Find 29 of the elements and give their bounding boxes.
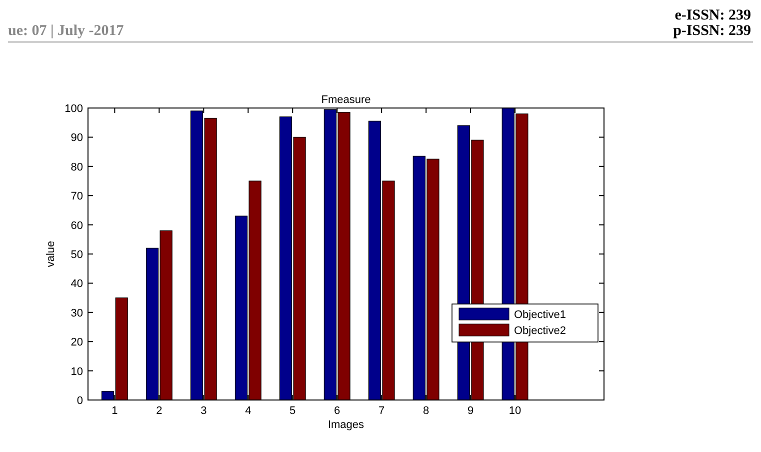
x-tick-label: 7 (378, 405, 385, 417)
y-tick-label: 40 (70, 278, 83, 290)
legend-label: Objective2 (514, 325, 566, 337)
x-tick-label: 10 (508, 405, 522, 417)
x-tick-label: 8 (423, 405, 430, 417)
y-tick-label: 70 (70, 190, 83, 203)
chart-title: Fmeasure (321, 94, 371, 106)
text: ue: 07 | July -2017 (8, 23, 124, 39)
x-axis-title: Images (328, 419, 365, 431)
x-tick-label: 2 (156, 405, 162, 417)
y-tick-label: 50 (70, 249, 83, 261)
y-tick-label: 20 (70, 336, 83, 349)
y-tick-label: 30 (70, 307, 83, 320)
y-tick-label: 10 (70, 366, 83, 378)
legend-label: Objective1 (514, 309, 566, 321)
y-tick-label: 80 (70, 161, 83, 174)
x-tick-label: 5 (290, 405, 296, 417)
text: p-ISSN: 239 (673, 23, 751, 39)
x-tick-label: 1 (112, 405, 118, 417)
y-axis-title: value (45, 240, 57, 268)
x-tick-label: 3 (200, 405, 207, 417)
y-tick-label: 60 (70, 220, 83, 232)
x-tick-label: 9 (467, 405, 474, 417)
x-tick-label: 4 (245, 405, 252, 417)
y-tick-label: 0 (76, 395, 83, 407)
x-tick-label: 6 (334, 405, 340, 417)
y-tick-label: 100 (64, 103, 83, 115)
y-tick-label: 90 (70, 132, 83, 144)
text: e-ISSN: 239 (674, 8, 751, 24)
